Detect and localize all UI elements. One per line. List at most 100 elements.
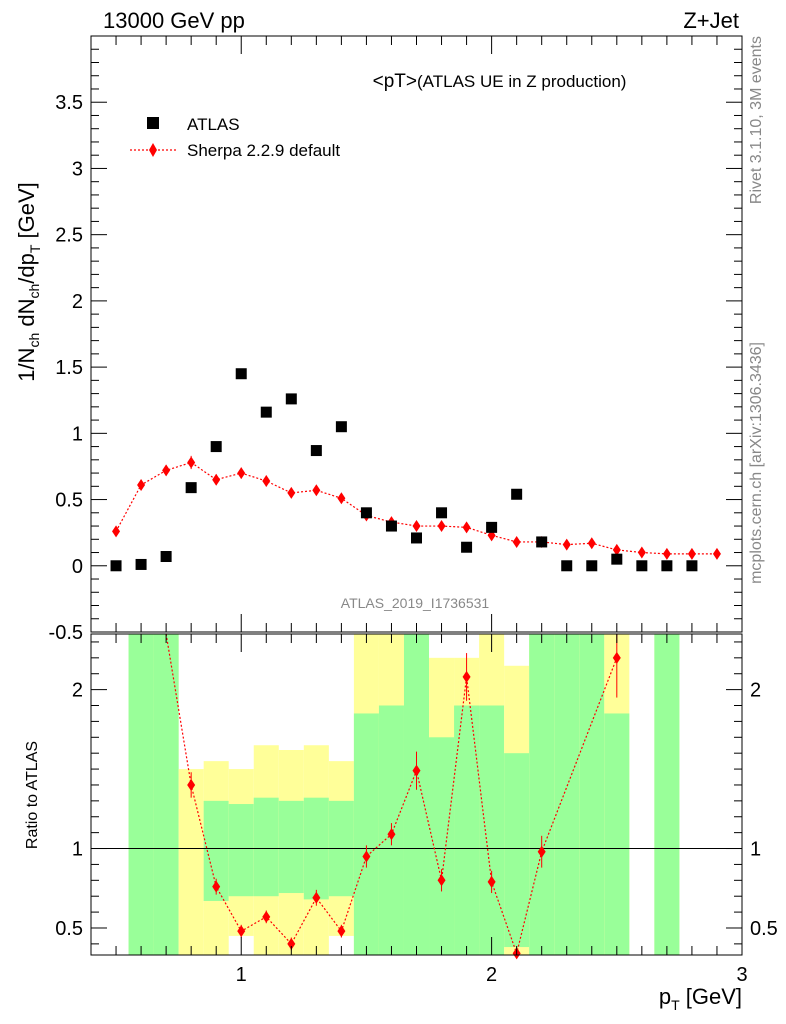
- x-tick-label: 1: [236, 964, 247, 986]
- ratio-point: [412, 764, 421, 777]
- sherpa-point: [137, 478, 146, 491]
- atlas-point: [260, 406, 272, 418]
- ratio-band-green: [128, 634, 154, 955]
- sherpa-point: [212, 473, 221, 486]
- sherpa-point: [187, 456, 196, 469]
- sherpa-point: [687, 547, 696, 560]
- sherpa-point: [162, 464, 171, 477]
- atlas-point: [235, 368, 247, 380]
- ratio-point: [237, 925, 246, 938]
- legend-sherpa-label: Sherpa 2.2.9 default: [187, 141, 340, 160]
- legend-atlas-marker: [147, 117, 159, 129]
- sherpa-point: [412, 520, 421, 533]
- ratio-point: [537, 845, 546, 858]
- ratio-point: [362, 850, 371, 863]
- ratio-band-green: [654, 634, 680, 955]
- atlas-point: [636, 560, 648, 572]
- ratio-band-green: [479, 705, 505, 955]
- sherpa-point: [587, 537, 596, 550]
- ratio-point: [612, 651, 621, 664]
- sherpa-point: [562, 538, 571, 551]
- sherpa-point: [712, 547, 721, 560]
- ratio-band-green: [353, 713, 379, 955]
- ratio-point: [462, 670, 471, 683]
- ratio-y-tick-label-right: 0.5: [750, 918, 778, 940]
- main-panel: ATLAS_2019_I1736531 <pT> (ATLAS UE in Z …: [14, 35, 743, 644]
- sherpa-point: [437, 520, 446, 533]
- ratio-band-green: [504, 753, 530, 948]
- rivet-version-label: Rivet 3.1.10, 3M events: [748, 36, 765, 204]
- ratio-y-tick-label-right: 1: [750, 839, 761, 861]
- sherpa-point: [112, 525, 121, 538]
- atlas-point: [436, 507, 448, 519]
- ratio-band-green: [454, 705, 480, 955]
- ratio-band-green: [253, 797, 279, 897]
- ratio-band-green: [604, 713, 630, 955]
- atlas-point: [686, 560, 698, 572]
- ratio-point: [437, 874, 446, 887]
- ratio-y-tick-label: 1: [72, 839, 83, 861]
- atlas-point: [586, 560, 598, 572]
- atlas-point: [160, 551, 172, 563]
- main-y-tick-label: 0: [72, 556, 83, 578]
- main-y-tick-label: 1.5: [55, 357, 83, 379]
- analysis-watermark: ATLAS_2019_I1736531: [341, 595, 490, 611]
- sherpa-point: [337, 492, 346, 505]
- header-energy-label: 13000 GeV pp: [103, 8, 245, 33]
- ratio-point: [187, 778, 196, 791]
- atlas-point: [135, 558, 147, 570]
- main-y-axis-label: 1/Nch dNch/dpT [GeV]: [14, 182, 43, 382]
- header-process-label: Z+Jet: [683, 8, 739, 33]
- ratio-point: [387, 828, 396, 841]
- atlas-point: [360, 507, 372, 519]
- sherpa-point: [462, 521, 471, 534]
- x-tick-label: 2: [486, 964, 497, 986]
- x-tick-label: 3: [736, 964, 747, 986]
- ratio-band-green: [429, 737, 455, 955]
- sherpa-point: [237, 467, 246, 480]
- main-y-tick-label: 3: [72, 158, 83, 180]
- atlas-point: [461, 541, 473, 553]
- atlas-point: [611, 553, 623, 565]
- ratio-point: [312, 891, 321, 904]
- sherpa-point: [612, 543, 621, 556]
- x-axis-label: pT [GeV]: [659, 984, 742, 1013]
- sherpa-point: [662, 547, 671, 560]
- atlas-point: [185, 482, 197, 494]
- ratio-band-yellow: [178, 769, 204, 955]
- atlas-point: [486, 521, 498, 533]
- ratio-band-green: [554, 634, 580, 955]
- ratio-band-green: [403, 634, 430, 955]
- ratio-band-green: [228, 804, 254, 897]
- atlas-point: [411, 532, 422, 544]
- main-y-tick-label: 1: [72, 423, 83, 445]
- sherpa-point: [637, 546, 646, 559]
- main-y-tick-label: 0.5: [55, 490, 83, 512]
- ratio-point: [487, 875, 496, 888]
- sherpa-point: [512, 535, 521, 548]
- sherpa-point: [312, 484, 321, 497]
- atlas-point: [210, 441, 222, 453]
- plot-title-sub: (ATLAS UE in Z production): [417, 72, 626, 91]
- ratio-y-tick-label: 0.5: [55, 918, 83, 940]
- ratio-point: [337, 925, 346, 938]
- atlas-point: [110, 560, 122, 572]
- atlas-point: [310, 445, 322, 457]
- mcplots-label: mcplots.cern.ch [arXiv:1306.3436]: [748, 342, 765, 584]
- ratio-band-green: [153, 634, 179, 955]
- ratio-y-tick-label-right: 2: [750, 680, 761, 702]
- sherpa-point: [287, 486, 296, 499]
- atlas-point: [285, 393, 297, 405]
- atlas-point: [661, 560, 673, 572]
- main-y-tick-label: 2: [72, 291, 83, 313]
- plot-title-main: <pT>: [373, 71, 417, 92]
- ratio-point: [262, 910, 271, 923]
- main-y-tick-label: 3.5: [55, 92, 83, 114]
- legend-sherpa-marker: [149, 143, 157, 157]
- ratio-band-green: [579, 634, 605, 955]
- ratio-point: [212, 880, 221, 893]
- ratio-band-green: [529, 634, 555, 955]
- legend: ATLAS Sherpa 2.2.9 default: [130, 115, 340, 160]
- atlas-point: [385, 520, 397, 532]
